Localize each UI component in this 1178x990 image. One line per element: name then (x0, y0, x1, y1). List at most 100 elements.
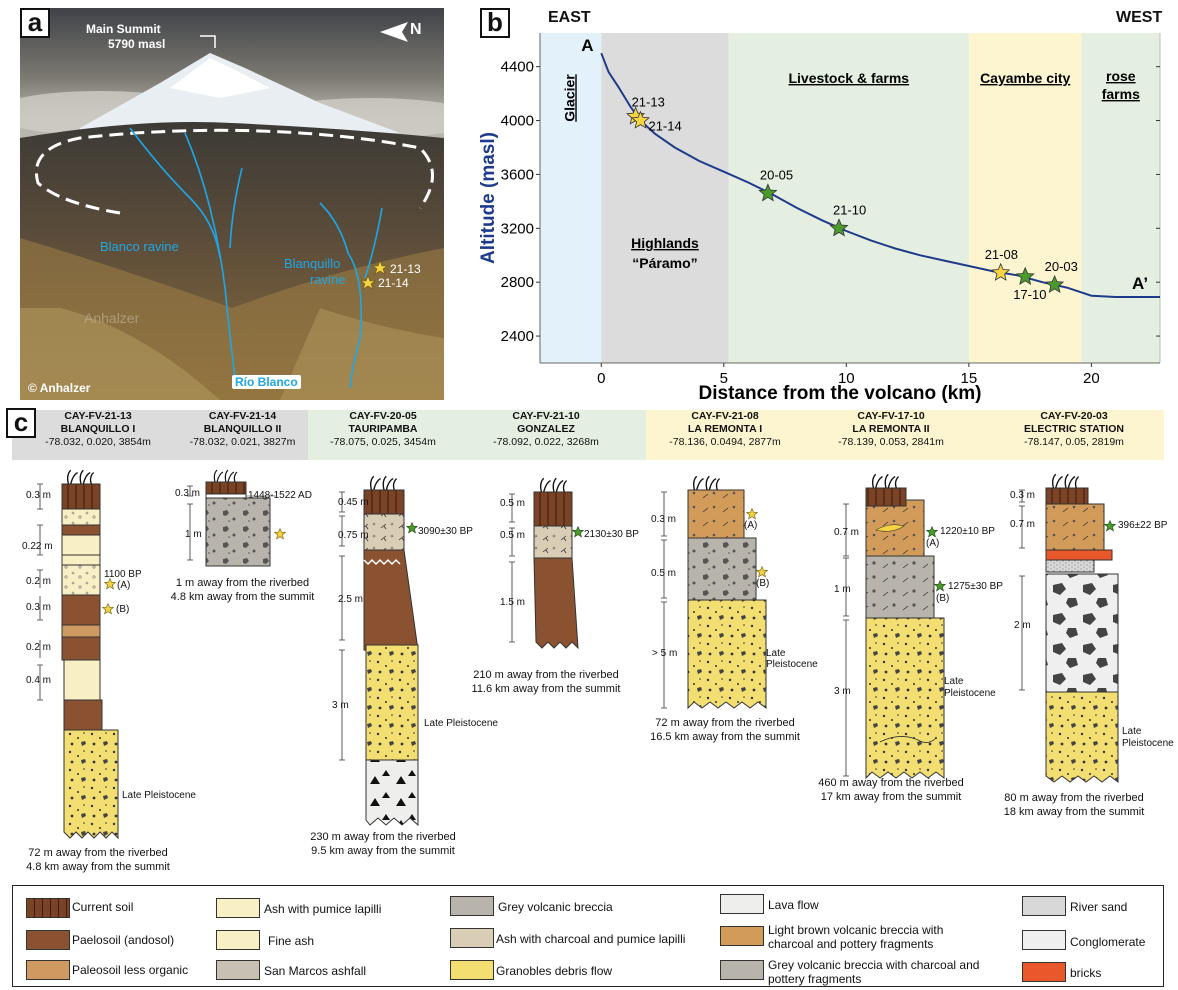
section-name: LA REMONTA II (852, 423, 930, 435)
x-axis-label: Distance from the volcano (km) (699, 383, 982, 403)
section-header-1: CAY-FV-21-13 BLANQUILLO I -78.032, 0.020, … (18, 410, 178, 460)
col3-t3: 2.5 m (338, 594, 364, 605)
col7-t2: 0.7 m (1010, 519, 1036, 530)
legend-swatch-paleosoil (26, 930, 70, 950)
blanco-ravine-label: Blanco ravine (100, 239, 179, 254)
col6-t3: 3 m (834, 686, 851, 697)
distance-summit: 4.8 km away from the summit (170, 591, 315, 603)
col6-t2: 1 m (834, 584, 851, 595)
legend-swatch-ash-pumice (216, 898, 260, 918)
west-label: WEST (1116, 9, 1163, 26)
legend-ash-pumice: Ash with pumice lapilli (264, 902, 382, 916)
legend-swatch-ash-charcoal (450, 928, 494, 948)
distance-summit: 11.6 km away from the summit (471, 683, 621, 695)
section-name: BLANQUILLO I (60, 423, 136, 435)
legend-swatch-grey-breccia (450, 896, 494, 916)
section-id: CAY-FV-21-10 (512, 410, 580, 422)
section-distance-2: 1 m away from the riverbed 4.8 km away fr… (153, 576, 333, 604)
sample-label-20-03: 20-03 (1045, 259, 1078, 274)
profile-end-label: A’ (1132, 274, 1148, 293)
section-distance-5: 72 m away from the riverbed 16.5 km away … (635, 716, 815, 744)
col4-age: 2130±30 BP (584, 529, 639, 540)
legend-swatch-fine-ash (216, 930, 260, 950)
section-id: CAY-FV-21-13 (64, 410, 132, 422)
section-name: TAURIPAMBA (348, 423, 418, 435)
header-band-farms (308, 410, 646, 460)
legend-san-marcos: San Marcos ashfall (264, 964, 367, 978)
section-header-3: CAY-FV-20-05 TAURIPAMBA -78.075, 0.025, 34… (312, 410, 454, 460)
col1-t4: 0.3 m (26, 602, 52, 613)
x-tick-label: 15 (961, 370, 978, 387)
column-electric-station (1019, 473, 1119, 783)
col5-t2: 0.5 m (651, 568, 677, 579)
stratigraphic-columns (37, 469, 1119, 840)
zone-label-glacier: Glacier (561, 74, 577, 122)
col6-age1: 1220±10 BP (940, 526, 995, 537)
section-coords: -78.147, 0.05, 2819m (1024, 436, 1124, 448)
legend-swatch-paleosoil-less-organic (26, 960, 70, 980)
col5-lp1: Late (766, 648, 786, 659)
y-tick-label: 2400 (501, 328, 534, 345)
distance-riverbed: 80 m away from the riverbed (1004, 792, 1144, 804)
main-summit-label: Main Summit (86, 22, 161, 36)
col1-t6: 0.4 m (26, 675, 52, 686)
col6-b: (B) (936, 593, 950, 604)
zone-1 (601, 33, 729, 363)
legend-lava: Lava flow (768, 898, 819, 912)
distance-riverbed: 460 m away from the riverbed (818, 777, 964, 789)
col7-lp1: Late (1122, 726, 1142, 737)
col3-age: 3090±30 BP (418, 526, 473, 537)
col6-age2: 1275±30 BP (948, 581, 1003, 592)
legend-conglomerate: Conglomerate (1070, 935, 1146, 949)
section-distance-3: 230 m away from the riverbed 9.5 km away … (293, 830, 473, 858)
panel-a-letter: a (20, 8, 50, 38)
section-name: GONZALEZ (517, 423, 575, 435)
distance-riverbed: 210 m away from the riverbed (473, 669, 619, 681)
zone-3 (968, 33, 1082, 363)
col2-t2: 1 m (185, 529, 202, 540)
col1-t1: 0.3 m (26, 490, 52, 501)
zone-label-3: Cayambe city (980, 70, 1070, 86)
legend-light-brown-breccia-1: Light brown volcanic breccia with (768, 923, 944, 937)
col6-a: (A) (926, 538, 940, 549)
col5-t1: 0.3 m (651, 514, 677, 525)
y-tick-label: 4000 (501, 113, 534, 130)
zone-4 (1081, 33, 1160, 363)
distance-summit: 17 km away from the summit (820, 791, 962, 803)
column-la-remonta-1 (661, 475, 768, 710)
y-tick-label: 4400 (501, 59, 534, 76)
legend-grey-breccia-charcoal-2: pottery fragments (768, 972, 862, 986)
section-coords: -78.032, 0.020, 3854m (45, 436, 151, 448)
col1-age: 1100 BP (104, 569, 142, 580)
legend-swatch-san-marcos (216, 960, 260, 980)
photo-site-21-14: 21-14 (378, 276, 409, 290)
blanquillo-ravine-label-2: ravine (310, 272, 346, 287)
column-gonzalez (509, 477, 584, 650)
col7-t1: 0.3 m (1010, 490, 1036, 501)
legend-swatch-light-brown-breccia (720, 926, 764, 946)
distance-summit: 18 km away from the summit (1003, 806, 1145, 818)
photo-site-21-13: 21-13 (390, 262, 421, 276)
y-tick-label: 3600 (501, 166, 534, 183)
zone-label-farms: farms (1102, 86, 1140, 102)
legend-paleosoil: Paelosoil (andosol) (72, 933, 175, 947)
col2-age: 1448-1522 AD (248, 490, 312, 501)
legend-bricks: bricks (1070, 966, 1102, 980)
sample-label-21-10: 21-10 (833, 202, 866, 217)
col2-t1: 0.3 m (175, 488, 201, 499)
section-distance-6: 460 m away from the riverbed 17 km away f… (801, 776, 981, 804)
legend-grey-breccia: Grey volcanic breccia (498, 900, 613, 914)
legend-swatch-conglomerate (1022, 930, 1066, 950)
photo-copyright: © Anhalzer (28, 381, 91, 395)
sample-label-17-10: 17-10 (1013, 287, 1046, 302)
section-header-5: CAY-FV-21-08 LA REMONTA I -78.136, 0.0494,… (646, 410, 804, 460)
sample-star-21-10 (829, 218, 849, 237)
distance-summit: 16.5 km away from the summit (650, 731, 800, 743)
zone-label-2: Livestock & farms (788, 70, 909, 86)
rio-blanco-label: Río Blanco (232, 375, 301, 389)
legend-granobles: Granobles debris flow (496, 964, 613, 978)
legend-ash-charcoal: Ash with charcoal and pumice lapilli (496, 932, 686, 946)
section-header-2: CAY-FV-21-14 BLANQUILLO II -78.032, 0.021,… (175, 410, 310, 460)
distance-summit: 4.8 km away from the summit (26, 861, 170, 873)
col5-a: (A) (744, 520, 758, 531)
